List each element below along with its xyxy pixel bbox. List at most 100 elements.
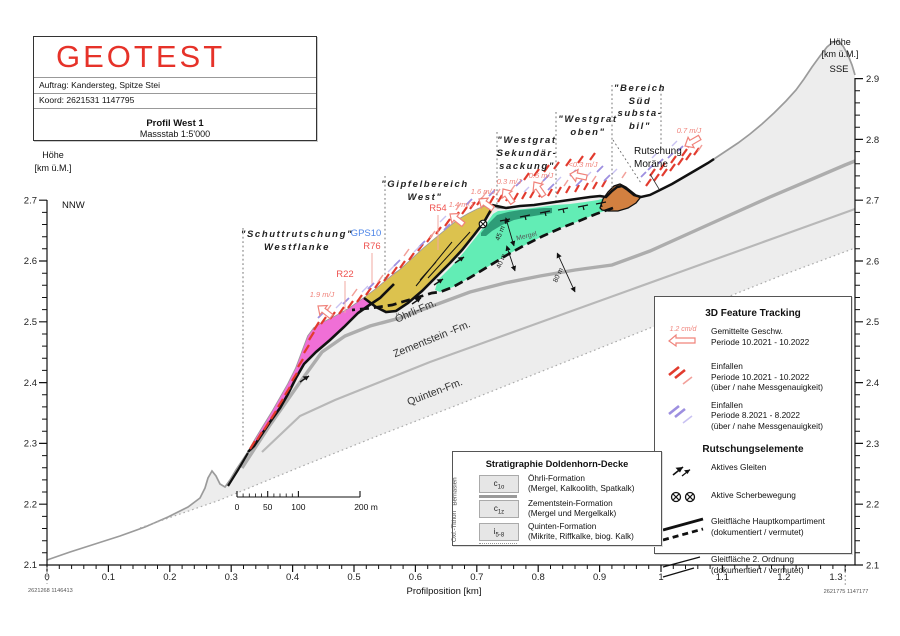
svg-text:2.3: 2.3 (866, 439, 879, 450)
svg-text:2.1: 2.1 (866, 560, 879, 571)
zone-label-rutschung-moraene: Rutschung Moräne (634, 146, 682, 170)
legend-item-gleitflaeche-2ordnung: Gleitfläche 2. Ordnung (dokumentiert / v… (655, 554, 851, 585)
zone-label-westgrat-oben: "Westgrat oben" (558, 114, 618, 138)
scale-bar-labels: 0 50 100 200 m (235, 502, 378, 512)
legend-item-einfallen-violett: Einfallen Periode 8.2021 - 8.2022 (über … (655, 400, 851, 432)
legend-speed-value: 1.2 cm/d (669, 326, 697, 333)
svg-text:1.3: 1.3 (829, 572, 842, 583)
svg-text:0.6: 0.6 (409, 572, 422, 583)
left-axis-labels: 2.7 2.6 2.5 2.4 2.3 2.2 2.1 (24, 195, 37, 571)
strat-title: Stratigraphie Doldenhorn-Decke (485, 459, 629, 469)
einfallen-purple-light-marks (335, 140, 678, 309)
legend-item-aktives-gleiten: Aktives Gleiten (655, 462, 851, 483)
legend-item-scherbewegung: Aktive Scherbewegung (655, 490, 851, 509)
svg-text:200 m: 200 m (354, 502, 378, 512)
svg-text:0.8: 0.8 (532, 572, 545, 583)
legend-3d-feature-tracking: 3D Feature Tracking 1.2 cm/d Gemittelte … (654, 296, 852, 578)
main-gleitflaeche-dashed (351, 206, 614, 312)
einfallen-purple-marks (317, 145, 684, 319)
strat-row-zementstein: c1z Zementstein-Formation (Mergel und Me… (479, 498, 661, 520)
svg-text:0.3: 0.3 (225, 572, 238, 583)
svg-text:NNW: NNW (62, 200, 85, 211)
scale-bar (236, 491, 361, 498)
svg-text:2.6: 2.6 (866, 256, 879, 267)
svg-text:0: 0 (235, 502, 240, 512)
gleitflaeche-2ordnung-icon (662, 556, 701, 578)
marker-gps10: GPS10 (350, 228, 382, 239)
title-block: GEOTEST Auftrag: Kandersteg, Spitze Stei… (33, 36, 317, 141)
svg-text:2.8: 2.8 (866, 135, 879, 146)
secondary-gleitflaechen (415, 231, 471, 287)
landslide-units (248, 183, 641, 452)
einfallen-red-marks (249, 147, 700, 450)
svg-text:50: 50 (263, 502, 273, 512)
strat-row-quinten: i5-8 Quinten-Formation (Mikrite, Riffkal… (479, 521, 661, 543)
marker-r76: R76 (363, 241, 381, 252)
marker-r22: R22 (336, 269, 354, 280)
logo-row: GEOTEST (34, 37, 316, 78)
velocity-label-0_5: 0.5 m/J (528, 171, 554, 180)
svg-text:2.7: 2.7 (24, 195, 37, 206)
svg-text:2.2: 2.2 (24, 499, 37, 510)
half-arrow-icon (672, 466, 691, 477)
profile-title-row: Profil West 1 Massstab 1:5'000 (34, 109, 316, 139)
zone-label-schuttrutschung: "Schuttrutschung" Westflanke (240, 229, 354, 253)
bottom-axis-title: Profilposition [km] (407, 586, 482, 597)
velocity-label-1_6: 1.6 m/J (470, 187, 496, 196)
svg-text:2.3: 2.3 (24, 439, 37, 450)
legend-item-geschwindigkeit: 1.2 cm/d Gemittelte Geschw. Periode 10.2… (655, 326, 851, 354)
velocity-label-lt0_3: <0.3 m/J (568, 160, 598, 169)
formation-line-oehrli-base (240, 159, 856, 469)
main-gleitflaeche-solid-yellow-base (363, 207, 494, 314)
svg-text:2.5: 2.5 (24, 317, 37, 328)
scarp-line (227, 452, 249, 487)
unit-westgrat-teal (435, 195, 613, 292)
koord-row: Koord: 2621531 1147795 (34, 94, 316, 109)
velocity-label-1_4: 1.4 m/J (448, 200, 474, 209)
svg-text:100: 100 (291, 502, 305, 512)
svg-text:[km ü.M.]: [km ü.M.] (821, 49, 858, 59)
formation-line-zementstein-base (261, 207, 856, 453)
velocity-label-0_3: 0.3 m/J (496, 177, 522, 186)
strat-symbol-i58: i5-8 (479, 523, 519, 541)
shear-icon (670, 491, 696, 503)
gleitflaeche-haupt-icon (662, 517, 704, 542)
legend-item-gleitflaeche-haupt: Gleitfläche Hauptkompartiment (dokumenti… (655, 516, 851, 547)
label-mergel: Mergel (516, 231, 538, 243)
svg-text:0.1: 0.1 (102, 572, 115, 583)
dimension-lines (504, 217, 576, 293)
unit-westgrat-darkgreen (481, 208, 552, 236)
einfallen-red-icon (668, 365, 693, 385)
marker-r54: R54 (429, 203, 447, 214)
svg-text:2.4: 2.4 (24, 378, 37, 389)
surface-black-line (491, 157, 715, 210)
einfallen-purple-icon (668, 404, 693, 424)
zone-guide-lines (242, 85, 662, 446)
strat-symbol-c1o: c1o (479, 475, 519, 493)
velocity-label-0_7: 0.7 m/J (676, 126, 702, 135)
svg-text:Höhe: Höhe (42, 150, 64, 160)
strat-side-bottom-label: Oxf.-Tithon (450, 511, 458, 542)
bottom-axis-labels: 0 0.1 0.2 0.3 0.4 0.5 0.6 0.7 0.8 0.9 1 … (44, 572, 842, 583)
svg-text:2.4: 2.4 (866, 378, 879, 389)
strat-row-oehrli: c1o Öhrli-Formation (Mergel, Kalkoolith,… (479, 473, 661, 495)
reflector-leaders (344, 215, 439, 313)
svg-text:[km ü.M.]: [km ü.M.] (34, 163, 71, 173)
strat-divider-dotted (479, 543, 517, 544)
velocity-label-1_9: 1.9 m/J (309, 290, 335, 299)
svg-text:1: 1 (658, 572, 663, 583)
axis-titles: Höhe [km ü.M.] NNW Höhe [km ü.M.] SSE (34, 37, 858, 211)
legend-item-einfallen-rot: Einfallen Periode 10.2021 - 10.2022 (übe… (655, 361, 851, 393)
geotest-logo: GEOTEST (56, 39, 226, 74)
profile-scale: Massstab 1:5'000 (139, 129, 211, 139)
corner-coord-right: 2621775 1147177 (824, 589, 869, 595)
svg-text:0.7: 0.7 (470, 572, 483, 583)
svg-text:2.9: 2.9 (866, 74, 879, 85)
svg-text:2.1: 2.1 (24, 560, 37, 571)
svg-text:2.6: 2.6 (24, 256, 37, 267)
svg-text:2.2: 2.2 (866, 500, 879, 511)
dimension-45m-line (504, 217, 516, 247)
strat-divider-thick (479, 495, 517, 498)
